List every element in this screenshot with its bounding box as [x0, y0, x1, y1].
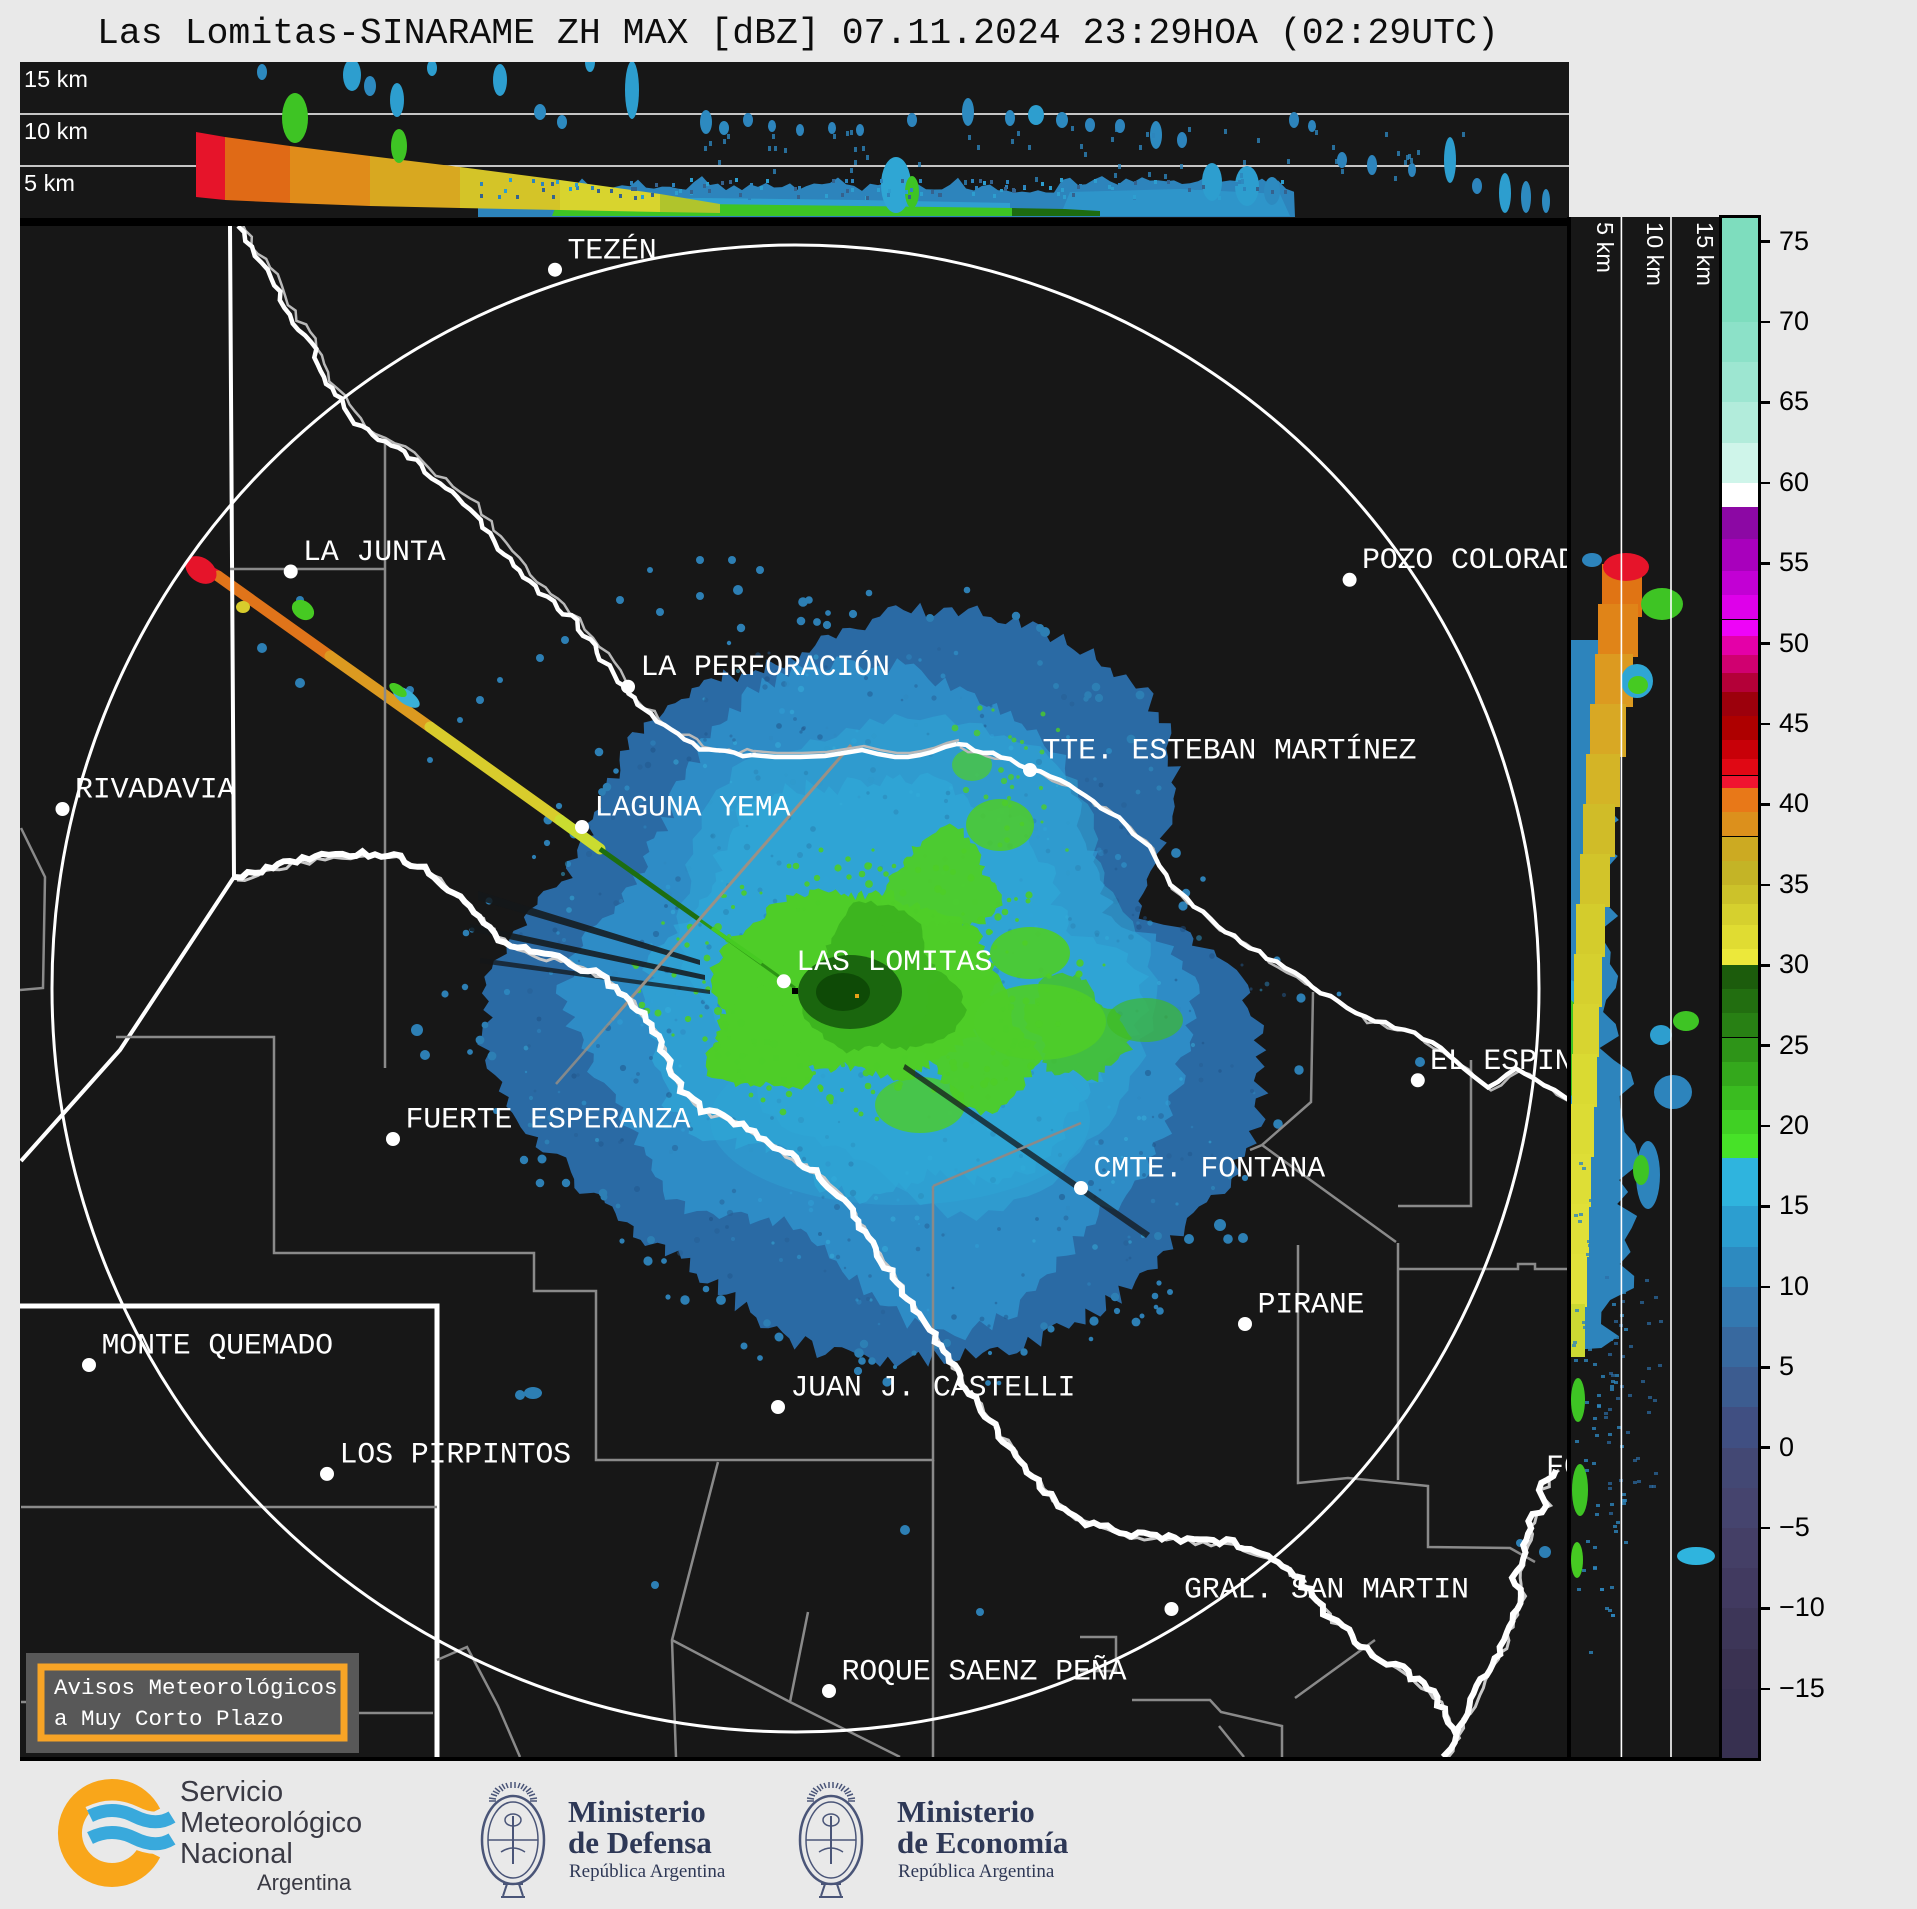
svg-text:República Argentina: República Argentina [569, 1861, 726, 1882]
svg-text:CMTE. FONTANA: CMTE. FONTANA [1094, 1153, 1326, 1187]
svg-text:Avisos Meteorológicos: Avisos Meteorológicos [54, 1675, 338, 1701]
svg-text:FUERTE ESPERANZA: FUERTE ESPERANZA [406, 1104, 691, 1138]
svg-text:LA JUNTA: LA JUNTA [303, 536, 446, 570]
svg-text:Servicio: Servicio [180, 1776, 283, 1808]
svg-text:ROQUE SAENZ PEÑA: ROQUE SAENZ PEÑA [842, 1655, 1127, 1690]
svg-text:Meteorológico: Meteorológico [180, 1807, 362, 1839]
svg-text:Nacional: Nacional [180, 1838, 293, 1870]
svg-text:EL ESPINILLO: EL ESPINILLO [1430, 1045, 1569, 1079]
svg-text:TTE. ESTEBAN MARTÍNEZ: TTE. ESTEBAN MARTÍNEZ [1043, 734, 1417, 769]
svg-text:15 km: 15 km [1692, 222, 1718, 286]
svg-text:Argentina: Argentina [257, 1870, 352, 1895]
svg-text:de Defensa: de Defensa [568, 1825, 712, 1860]
svg-text:LOS PIRPINTOS: LOS PIRPINTOS [340, 1439, 571, 1473]
svg-text:Ministerio: Ministerio [897, 1794, 1035, 1829]
svg-text:RIVADAVIA: RIVADAVIA [75, 774, 235, 808]
svg-text:TEZÉN: TEZÉN [568, 234, 657, 269]
svg-text:LA PERFORACIÓN: LA PERFORACIÓN [641, 650, 890, 685]
svg-text:5 km: 5 km [1592, 222, 1618, 273]
svg-text:LAGUNA YEMA: LAGUNA YEMA [595, 792, 791, 826]
svg-text:MONTE QUEMADO: MONTE QUEMADO [102, 1330, 333, 1364]
svg-text:a Muy Corto Plazo: a Muy Corto Plazo [54, 1706, 284, 1732]
svg-text:LAS LOMITAS: LAS LOMITAS [796, 946, 992, 980]
svg-text:República Argentina: República Argentina [898, 1861, 1055, 1882]
svg-text:POZO COLORADO: POZO COLORADO [1362, 544, 1569, 578]
svg-text:FO: FO [1546, 1451, 1569, 1485]
svg-text:Ministerio: Ministerio [568, 1794, 706, 1829]
svg-text:PIRANE: PIRANE [1258, 1289, 1365, 1323]
svg-text:10 km: 10 km [1642, 222, 1668, 286]
svg-text:de Economía: de Economía [897, 1825, 1069, 1860]
svg-text:JUAN J. CASTELLI: JUAN J. CASTELLI [791, 1372, 1076, 1406]
svg-text:GRAL. SAN MARTIN: GRAL. SAN MARTIN [1184, 1574, 1469, 1608]
